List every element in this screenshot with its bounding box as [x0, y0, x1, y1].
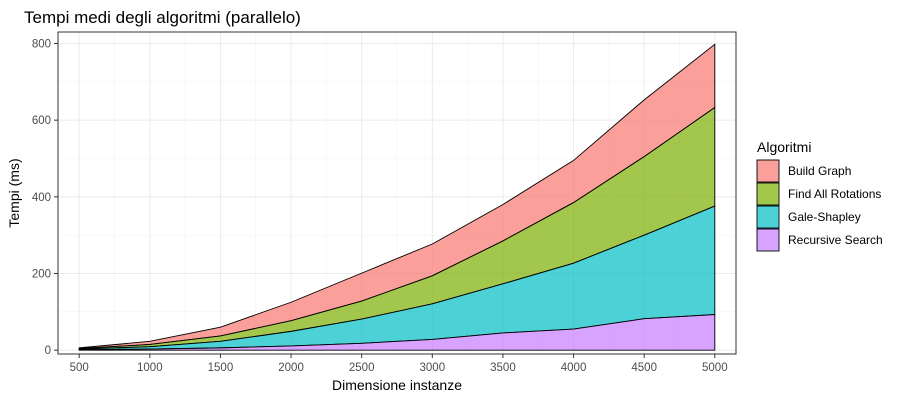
- legend-label-recursive-search: Recursive Search: [788, 233, 883, 247]
- y-axis: 0 200 400 600 800: [32, 39, 58, 357]
- legend-label-gale-shapley: Gale-Shapley: [788, 210, 861, 224]
- x-axis: 500 1000 1500 2000 2500 3000 3500 4000 4500 5000: [70, 354, 728, 374]
- x-tick-label: 3500: [490, 362, 516, 374]
- y-tick-label: 800: [32, 39, 51, 51]
- x-tick-label: 500: [70, 362, 89, 374]
- panel-border: [57, 31, 737, 355]
- x-tick-label: 5000: [702, 362, 728, 374]
- legend-title: Algoritmi: [757, 139, 811, 155]
- x-tick-label: 1500: [208, 362, 234, 374]
- legend-key-recursive-search: [756, 228, 780, 252]
- y-tick-label: 600: [32, 115, 51, 127]
- x-tick-label: 2500: [349, 362, 375, 374]
- y-tick-label: 400: [32, 192, 51, 204]
- legend-label-build-graph: Build Graph: [788, 164, 851, 178]
- x-tick-label: 3000: [420, 362, 446, 374]
- area-recursive-search: [78, 314, 716, 351]
- legend-key-build-graph: [756, 159, 780, 183]
- legend-label-find-all-rotations: Find All Rotations: [788, 187, 881, 201]
- legend: Algoritmi Build Graph Find All Rotations G…: [756, 139, 883, 252]
- x-tick-label: 4500: [631, 362, 657, 374]
- x-axis-title: Dimensione instanze: [332, 377, 462, 393]
- y-tick-label: 200: [32, 269, 51, 281]
- y-axis-title: Tempi (ms): [6, 158, 22, 227]
- x-tick-label: 2000: [278, 362, 304, 374]
- legend-key-gale-shapley: [756, 205, 780, 229]
- x-tick-label: 1000: [137, 362, 163, 374]
- areas: [78, 43, 716, 351]
- legend-key-find-all-rotations: [756, 182, 780, 206]
- chart-title: Tempi medi degli algoritmi (parallelo): [24, 8, 301, 27]
- y-tick-label: 0: [45, 345, 51, 357]
- x-tick-label: 4000: [561, 362, 587, 374]
